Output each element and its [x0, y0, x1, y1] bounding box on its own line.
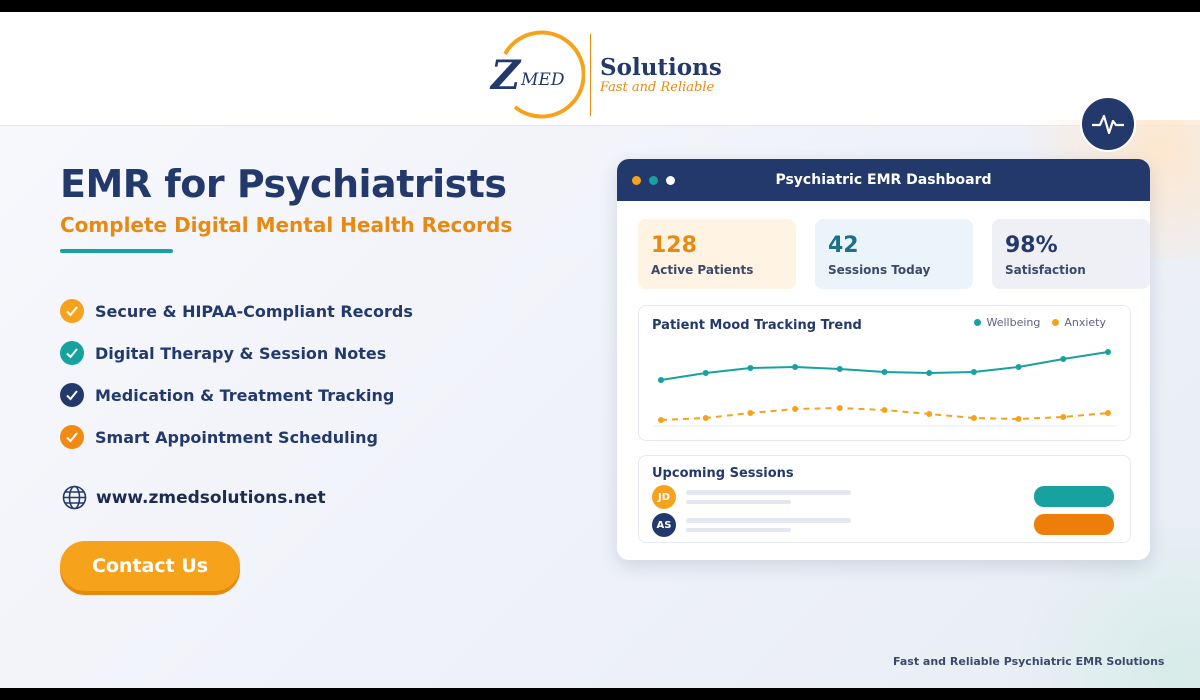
- data-point: [702, 370, 709, 376]
- window-dot: [666, 176, 675, 185]
- globe-icon: [62, 485, 87, 510]
- data-point: [926, 370, 933, 376]
- check-mark: [66, 348, 78, 359]
- data-point: [792, 364, 799, 370]
- check-bg: [60, 299, 84, 323]
- check-icon: [60, 299, 84, 323]
- legend-dot: [1052, 319, 1060, 326]
- feature: Digital Therapy & Session Notes: [60, 340, 386, 366]
- sessions-title: Upcoming Sessions: [652, 466, 794, 481]
- dashboard-card: Psychiatric EMR Dashboard 128 Active Pati…: [617, 159, 1150, 560]
- data-point: [881, 407, 888, 413]
- stat-card: 128 Active Patients: [638, 219, 796, 289]
- legend-dot: [974, 319, 982, 326]
- check-bg: [60, 383, 84, 407]
- brand: Solutions: [600, 54, 722, 81]
- data-point: [1105, 410, 1111, 416]
- heartbeat-icon: [1080, 97, 1136, 152]
- check-icon: [60, 341, 84, 365]
- placeholder: [686, 528, 791, 532]
- stat-label: Active Patients: [651, 263, 754, 277]
- hero-title: EMR for Psychiatrists: [60, 162, 507, 206]
- feature: Smart Appointment Scheduling: [60, 424, 378, 450]
- data-point: [881, 369, 888, 375]
- data-point: [658, 377, 664, 383]
- bottom-band: [0, 688, 1200, 700]
- feature: Medication & Treatment Tracking: [60, 382, 394, 408]
- data-point: [836, 405, 843, 411]
- hero-subtitle: Complete Digital Mental Health Records: [60, 213, 513, 237]
- logo-ring: [503, 30, 585, 119]
- data-point: [747, 365, 754, 371]
- legend-label: Wellbeing: [986, 316, 1041, 329]
- data-point: [970, 369, 977, 375]
- data-point: [747, 410, 754, 416]
- check-bg: [60, 341, 84, 365]
- check-mark: [66, 390, 78, 401]
- header: Z MED Solutions Fast and Reliable: [0, 12, 1200, 126]
- logo-med: MED: [521, 70, 565, 90]
- logo-z: Z: [491, 52, 521, 99]
- placeholder: [686, 518, 851, 523]
- avatar: AS: [652, 513, 676, 537]
- series-line: [660, 351, 1109, 381]
- data-point: [1015, 416, 1022, 422]
- footer-text: Fast and Reliable Psychiatric EMR Soluti…: [893, 655, 1165, 668]
- sessions-panel: Upcoming Sessions JD AS: [638, 455, 1131, 543]
- feature-text: Smart Appointment Scheduling: [95, 427, 378, 447]
- stat-value: 128: [651, 233, 697, 258]
- check-mark: [66, 432, 78, 443]
- stat-card: 98% Satisfaction: [992, 219, 1150, 289]
- data-point: [970, 415, 977, 421]
- status-pill: [1034, 486, 1114, 507]
- stat-label: Sessions Today: [828, 263, 931, 277]
- dashboard-title: Psychiatric EMR Dashboard: [775, 172, 992, 188]
- website-url[interactable]: www.zmedsolutions.net: [96, 487, 326, 508]
- feature-text: Secure & HIPAA-Compliant Records: [95, 301, 413, 321]
- chart-title: Patient Mood Tracking Trend: [652, 318, 862, 333]
- feature-text: Digital Therapy & Session Notes: [95, 343, 387, 363]
- data-point: [926, 411, 933, 417]
- stat-value: 42: [828, 233, 859, 258]
- stat-value: 98%: [1005, 233, 1058, 258]
- website: www.zmedsolutions.net: [62, 485, 326, 510]
- contact-button[interactable]: Contact Us: [60, 541, 240, 591]
- top-band: [0, 0, 1200, 12]
- data-point: [1015, 364, 1022, 370]
- placeholder: [686, 490, 851, 495]
- check-bg: [60, 425, 84, 449]
- logo-divider: [590, 34, 591, 116]
- stat-card: 42 Sessions Today: [815, 219, 973, 289]
- check-icon: [60, 383, 84, 407]
- dashboard-header: Psychiatric EMR Dashboard: [617, 159, 1150, 201]
- legend: Wellbeing Anxiety: [962, 316, 1106, 329]
- chart-plot: [653, 349, 1116, 427]
- check-icon: [60, 425, 84, 449]
- data-point: [792, 406, 799, 412]
- data-point: [1060, 356, 1067, 362]
- check-mark: [66, 306, 78, 317]
- data-point: [702, 415, 709, 421]
- window-dot: [649, 176, 658, 185]
- data-point: [658, 417, 664, 423]
- feature-text: Medication & Treatment Tracking: [95, 385, 395, 405]
- status-pill: [1034, 514, 1114, 535]
- stat-label: Satisfaction: [1005, 263, 1086, 277]
- data-point: [1105, 349, 1111, 355]
- accent-line: [60, 249, 173, 253]
- placeholder: [686, 500, 791, 504]
- mood-chart: Patient Mood Tracking Trend Wellbeing Anx…: [638, 305, 1131, 441]
- feature: Secure & HIPAA-Compliant Records: [60, 298, 413, 324]
- window-dot: [632, 176, 641, 185]
- avatar: JD: [652, 485, 676, 509]
- data-point: [1060, 414, 1067, 420]
- data-point: [836, 366, 843, 372]
- legend-label: Anxiety: [1064, 316, 1106, 329]
- tagline: Fast and Reliable: [600, 80, 715, 95]
